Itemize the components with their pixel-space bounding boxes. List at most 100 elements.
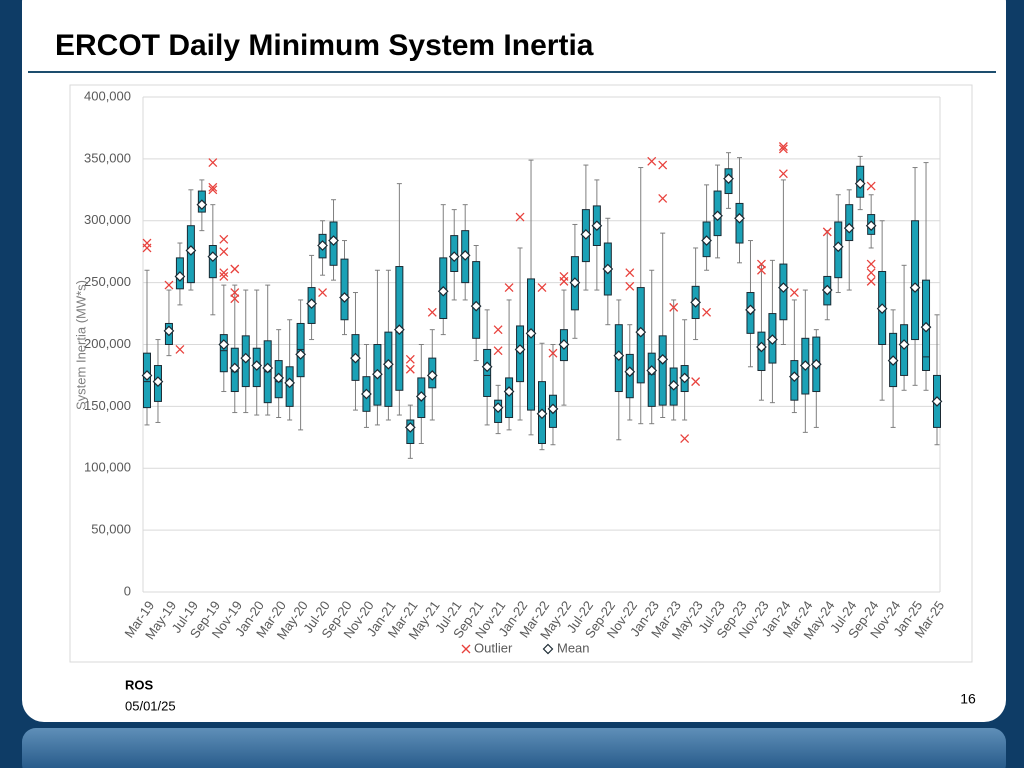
outlier xyxy=(318,288,328,297)
outlier xyxy=(142,243,152,253)
mean-marker xyxy=(492,402,504,413)
box xyxy=(505,377,514,419)
legend-outlier-symbol xyxy=(461,644,471,654)
outlier xyxy=(208,185,218,195)
mean-marker xyxy=(613,350,625,361)
outlier-stroke xyxy=(142,243,152,253)
outlier xyxy=(164,280,174,290)
mean-marker xyxy=(832,241,844,253)
mean-marker xyxy=(481,361,493,373)
y-tick-label: 200,000 xyxy=(84,336,131,351)
outlier xyxy=(866,181,876,191)
mean-marker xyxy=(273,372,285,384)
outlier xyxy=(537,283,547,293)
outlier xyxy=(691,377,701,387)
mean-marker xyxy=(470,300,482,312)
outlier-stroke xyxy=(625,281,635,291)
y-tick-label: 350,000 xyxy=(84,150,131,165)
outlier xyxy=(219,271,229,281)
outlier-stroke xyxy=(219,271,229,281)
mean-marker xyxy=(350,352,361,364)
y-tick-label: 0 xyxy=(124,583,131,598)
outlier-stroke xyxy=(778,144,788,154)
outlier xyxy=(219,247,229,257)
outlier xyxy=(427,307,437,317)
mean-marker xyxy=(141,370,153,381)
outlier xyxy=(208,182,218,192)
outlier-stroke xyxy=(515,212,525,222)
mean-marker xyxy=(459,250,471,261)
outlier xyxy=(515,212,525,222)
mean-marker xyxy=(701,235,712,246)
outlier-stroke xyxy=(658,160,668,170)
box xyxy=(900,324,909,376)
mean-marker xyxy=(163,325,175,337)
mean-marker xyxy=(810,358,822,370)
box xyxy=(527,278,536,411)
mean-marker xyxy=(152,376,164,387)
outlier-stroke xyxy=(230,264,240,274)
mean-marker xyxy=(262,362,274,374)
mean-marker xyxy=(383,358,394,370)
outlier xyxy=(778,169,788,179)
outlier-stroke xyxy=(230,294,240,304)
outlier xyxy=(493,325,503,335)
outlier-stroke xyxy=(658,194,668,203)
outlier-stroke xyxy=(493,346,503,356)
outlier-stroke xyxy=(866,181,876,191)
mean-marker xyxy=(547,403,559,415)
outlier-stroke xyxy=(866,268,876,278)
outlier-stroke xyxy=(405,364,415,374)
mean-marker xyxy=(306,298,317,310)
outlier xyxy=(559,276,569,286)
outlier xyxy=(647,156,657,166)
outlier xyxy=(778,144,788,154)
box xyxy=(647,352,656,407)
mean-marker xyxy=(646,365,658,376)
outlier xyxy=(658,160,668,170)
outlier-stroke xyxy=(625,268,635,278)
legend-label: Outlier xyxy=(474,640,513,655)
box xyxy=(658,335,667,406)
outlier-stroke xyxy=(866,276,876,286)
mean-marker xyxy=(525,328,537,339)
outlier-stroke xyxy=(559,276,569,286)
outlier-stroke xyxy=(669,302,679,312)
mean-marker xyxy=(668,379,680,391)
y-tick-label: 300,000 xyxy=(84,212,131,227)
outlier xyxy=(230,264,240,274)
outlier xyxy=(504,283,514,293)
page-number: 16 xyxy=(960,691,976,707)
mean-marker xyxy=(207,251,219,262)
outlier xyxy=(175,344,185,354)
outlier-stroke xyxy=(208,158,218,168)
outlier-stroke xyxy=(866,259,876,269)
box xyxy=(219,334,228,373)
mean-marker xyxy=(712,210,723,222)
box xyxy=(472,261,481,339)
mean-marker xyxy=(591,220,603,232)
mean-marker xyxy=(503,386,515,397)
outlier xyxy=(405,364,415,374)
outlier-stroke xyxy=(427,307,437,317)
mean-marker xyxy=(558,339,570,350)
outlier-stroke xyxy=(756,265,766,275)
outlier xyxy=(702,307,712,317)
outlier-stroke xyxy=(691,377,701,387)
mean-marker xyxy=(196,199,208,211)
mean-marker xyxy=(514,344,526,355)
mean-marker xyxy=(240,352,252,364)
outlier-stroke xyxy=(778,169,788,179)
y-tick-label: 150,000 xyxy=(84,398,131,413)
outlier-stroke xyxy=(789,288,799,297)
mean-marker xyxy=(317,240,328,251)
slide-title: ERCOT Daily Minimum System Inertia xyxy=(55,29,594,62)
footer-date: 05/01/25 xyxy=(125,698,176,713)
y-tick-label: 50,000 xyxy=(91,522,131,537)
outlier-stroke xyxy=(680,434,690,444)
y-tick-label: 100,000 xyxy=(84,460,131,475)
outlier-stroke xyxy=(822,227,832,237)
outlier xyxy=(778,142,788,151)
mean-marker xyxy=(404,422,416,433)
